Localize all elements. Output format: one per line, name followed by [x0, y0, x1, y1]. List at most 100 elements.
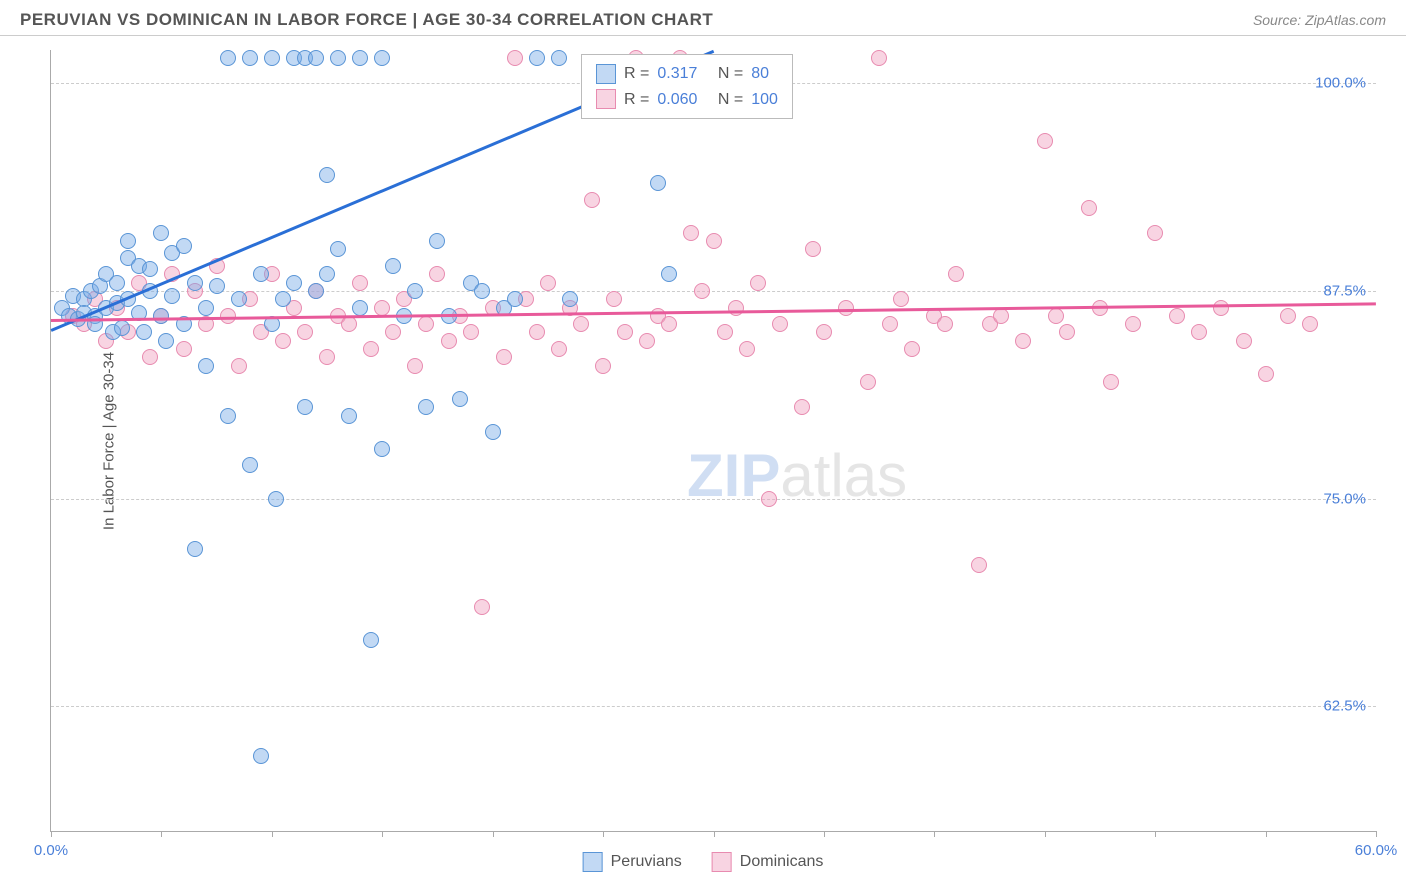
data-point-peruvians: [308, 50, 324, 66]
data-point-dominicans: [904, 341, 920, 357]
data-point-peruvians: [407, 283, 423, 299]
header: PERUVIAN VS DOMINICAN IN LABOR FORCE | A…: [0, 0, 1406, 36]
data-point-dominicans: [1147, 225, 1163, 241]
xtick-label: 0.0%: [34, 842, 68, 859]
data-point-dominicans: [717, 324, 733, 340]
data-point-peruvians: [551, 50, 567, 66]
n-label: N =: [718, 61, 743, 87]
xtick: [493, 831, 494, 837]
data-point-peruvians: [452, 391, 468, 407]
data-point-dominicans: [551, 341, 567, 357]
xtick: [1045, 831, 1046, 837]
data-point-dominicans: [694, 283, 710, 299]
data-point-peruvians: [374, 50, 390, 66]
xtick-label: 60.0%: [1355, 842, 1398, 859]
data-point-peruvians: [485, 424, 501, 440]
data-point-dominicans: [948, 266, 964, 282]
data-point-dominicans: [374, 300, 390, 316]
data-point-peruvians: [650, 175, 666, 191]
data-point-dominicans: [1048, 308, 1064, 324]
data-point-peruvians: [242, 457, 258, 473]
legend-label-peruvians: Peruvians: [611, 853, 682, 871]
data-point-dominicans: [407, 358, 423, 374]
data-point-dominicans: [418, 316, 434, 332]
legend-item-dominicans: Dominicans: [712, 852, 824, 872]
legend-item-peruvians: Peruvians: [583, 852, 682, 872]
n-label: N =: [718, 87, 743, 113]
xtick: [1155, 831, 1156, 837]
data-point-peruvians: [385, 258, 401, 274]
data-point-dominicans: [463, 324, 479, 340]
data-point-peruvians: [220, 408, 236, 424]
data-point-dominicans: [617, 324, 633, 340]
data-point-peruvians: [562, 291, 578, 307]
data-point-dominicans: [385, 324, 401, 340]
data-point-peruvians: [153, 225, 169, 241]
data-point-dominicans: [893, 291, 909, 307]
data-point-dominicans: [772, 316, 788, 332]
data-point-peruvians: [275, 291, 291, 307]
n-value-peruvians: 80: [751, 61, 769, 87]
data-point-peruvians: [319, 167, 335, 183]
data-point-dominicans: [860, 374, 876, 390]
ytick-label: 100.0%: [1315, 75, 1366, 92]
data-point-dominicans: [816, 324, 832, 340]
data-point-peruvians: [253, 266, 269, 282]
data-point-dominicans: [507, 50, 523, 66]
data-point-peruvians: [297, 399, 313, 415]
data-point-dominicans: [683, 225, 699, 241]
ytick-label: 75.0%: [1323, 490, 1366, 507]
data-point-peruvians: [330, 50, 346, 66]
data-point-dominicans: [805, 241, 821, 257]
data-point-peruvians: [142, 261, 158, 277]
data-point-dominicans: [363, 341, 379, 357]
data-point-dominicans: [706, 233, 722, 249]
xtick: [934, 831, 935, 837]
data-point-dominicans: [639, 333, 655, 349]
data-point-peruvians: [429, 233, 445, 249]
data-point-dominicans: [496, 349, 512, 365]
data-point-peruvians: [319, 266, 335, 282]
data-point-dominicans: [1169, 308, 1185, 324]
data-point-peruvians: [418, 399, 434, 415]
gridline: [51, 706, 1376, 707]
data-point-dominicans: [1258, 366, 1274, 382]
data-point-dominicans: [728, 300, 744, 316]
data-point-dominicans: [529, 324, 545, 340]
data-point-dominicans: [993, 308, 1009, 324]
data-point-dominicans: [1059, 324, 1075, 340]
chart-area: In Labor Force | Age 30-34 ZIPatlas R = …: [50, 50, 1376, 832]
source-attribution: Source: ZipAtlas.com: [1253, 12, 1386, 28]
data-point-peruvians: [352, 50, 368, 66]
data-point-dominicans: [573, 316, 589, 332]
data-point-peruvians: [209, 278, 225, 294]
xtick: [161, 831, 162, 837]
data-point-peruvians: [253, 748, 269, 764]
data-point-dominicans: [661, 316, 677, 332]
data-point-peruvians: [286, 275, 302, 291]
data-point-peruvians: [109, 275, 125, 291]
n-value-dominicans: 100: [751, 87, 778, 113]
data-point-dominicans: [761, 491, 777, 507]
data-point-dominicans: [352, 275, 368, 291]
data-point-peruvians: [187, 275, 203, 291]
correlation-legend: R = 0.317 N = 80 R = 0.060 N = 100: [581, 54, 793, 119]
ytick-label: 62.5%: [1323, 698, 1366, 715]
data-point-dominicans: [319, 349, 335, 365]
data-point-dominicans: [606, 291, 622, 307]
data-point-peruvians: [529, 50, 545, 66]
data-point-dominicans: [275, 333, 291, 349]
data-point-dominicans: [1037, 133, 1053, 149]
ytick-label: 87.5%: [1323, 282, 1366, 299]
data-point-peruvians: [264, 50, 280, 66]
data-point-dominicans: [1125, 316, 1141, 332]
data-point-dominicans: [1103, 374, 1119, 390]
legend-row-peruvians: R = 0.317 N = 80: [596, 61, 778, 87]
chart-container: PERUVIAN VS DOMINICAN IN LABOR FORCE | A…: [0, 0, 1406, 892]
data-point-dominicans: [750, 275, 766, 291]
swatch-dominicans: [596, 89, 616, 109]
data-point-dominicans: [441, 333, 457, 349]
data-point-dominicans: [1302, 316, 1318, 332]
data-point-dominicans: [1081, 200, 1097, 216]
xtick: [382, 831, 383, 837]
